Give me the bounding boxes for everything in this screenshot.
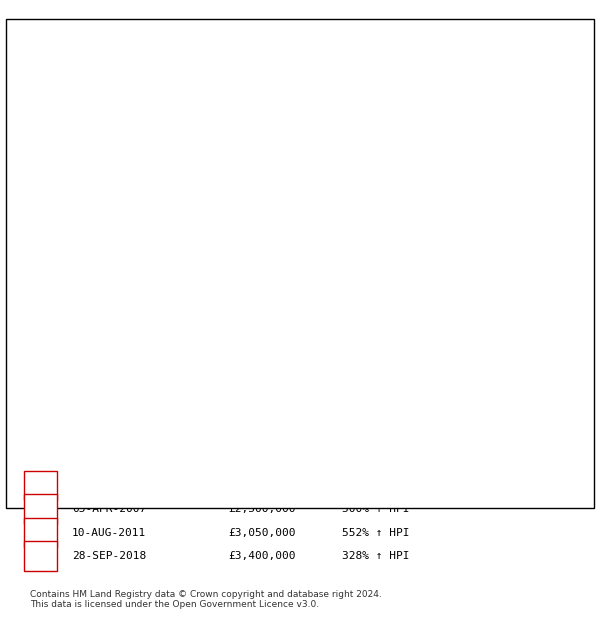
Text: 4: 4 — [488, 68, 495, 78]
Text: HPI: Average price, semi-detached house, Merton: HPI: Average price, semi-detached house,… — [84, 457, 343, 467]
Bar — [78, 43, 130, 415]
Text: 552% ↑ HPI: 552% ↑ HPI — [342, 528, 409, 538]
Text: 10-AUG-2011: 10-AUG-2011 — [72, 528, 146, 538]
Text: 328% ↑ HPI: 328% ↑ HPI — [342, 551, 409, 561]
Text: 1: 1 — [37, 480, 44, 490]
Text: Contains HM Land Registry data © Crown copyright and database right 2024.: Contains HM Land Registry data © Crown c… — [30, 590, 382, 600]
Text: 3: 3 — [37, 528, 44, 538]
Text: ———: ——— — [42, 436, 83, 450]
Text: 15, LANCASTER GARDENS, LONDON, SW19 5DG (semi-detached house): 15, LANCASTER GARDENS, LONDON, SW19 5DG … — [84, 438, 458, 448]
Text: 30-AUG-1996: 30-AUG-1996 — [72, 480, 146, 490]
Text: 15, LANCASTER GARDENS, LONDON, SW19 5DG: 15, LANCASTER GARDENS, LONDON, SW19 5DG — [122, 22, 478, 37]
Text: 05-APR-2007: 05-APR-2007 — [72, 504, 146, 514]
Text: 3: 3 — [371, 68, 378, 78]
Text: £2,500,000: £2,500,000 — [228, 504, 296, 514]
Text: 2: 2 — [300, 68, 307, 78]
Text: ———: ——— — [42, 455, 83, 469]
Text: 500% ↑ HPI: 500% ↑ HPI — [342, 504, 409, 514]
Text: 4: 4 — [37, 551, 44, 561]
Text: Price paid vs. HM Land Registry's House Price Index (HPI): Price paid vs. HM Land Registry's House … — [121, 34, 479, 47]
Text: 2: 2 — [37, 504, 44, 514]
Text: This data is licensed under the Open Government Licence v3.0.: This data is licensed under the Open Gov… — [30, 600, 319, 609]
Text: £3,050,000: £3,050,000 — [228, 528, 296, 538]
Text: 254% ↑ HPI: 254% ↑ HPI — [342, 480, 409, 490]
Text: 28-SEP-2018: 28-SEP-2018 — [72, 551, 146, 561]
Text: 1: 1 — [127, 68, 133, 78]
Text: £3,400,000: £3,400,000 — [228, 551, 296, 561]
Text: £440,000: £440,000 — [228, 480, 282, 490]
